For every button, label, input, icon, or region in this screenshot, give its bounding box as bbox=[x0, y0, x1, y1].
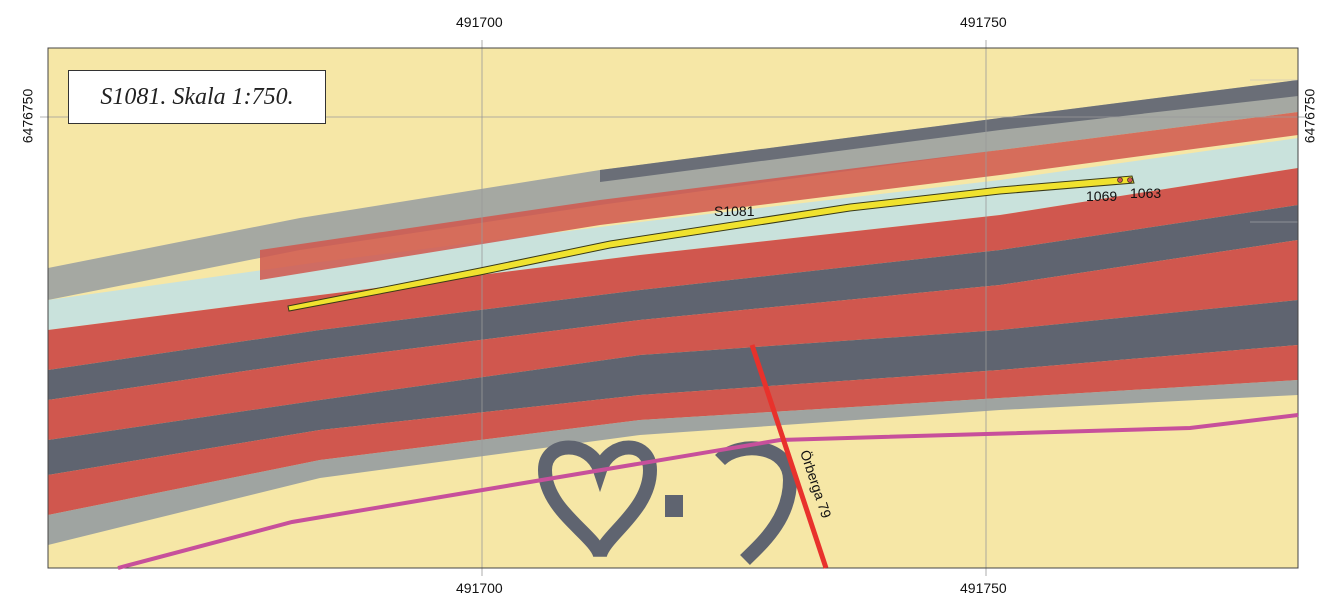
raster-background bbox=[48, 48, 1298, 568]
road-line bbox=[749, 344, 829, 569]
feature-1069-marker bbox=[1117, 177, 1123, 183]
map-title-box: S1081. Skala 1:750. bbox=[68, 70, 326, 124]
easting-label-bottom-491750: 491750 bbox=[960, 580, 1007, 596]
northing-label-right: 6476750 bbox=[1301, 88, 1318, 144]
map-title: S1081. Skala 1:750. bbox=[100, 83, 294, 110]
feature-label-1063: 1063 bbox=[1130, 185, 1161, 201]
easting-label-bottom-491700: 491700 bbox=[456, 580, 503, 596]
northing-label-left: 6476750 bbox=[19, 88, 36, 144]
easting-label-top-491700: 491700 bbox=[456, 14, 503, 30]
trench-label: S1081 bbox=[714, 203, 755, 219]
map-frame bbox=[47, 47, 1299, 569]
property-boundary-line bbox=[117, 413, 1299, 570]
trench-s1081 bbox=[287, 175, 1135, 312]
feature-label-1069: 1069 bbox=[1086, 188, 1117, 204]
feature-1063-marker bbox=[1127, 177, 1133, 183]
easting-label-top-491750: 491750 bbox=[960, 14, 1007, 30]
